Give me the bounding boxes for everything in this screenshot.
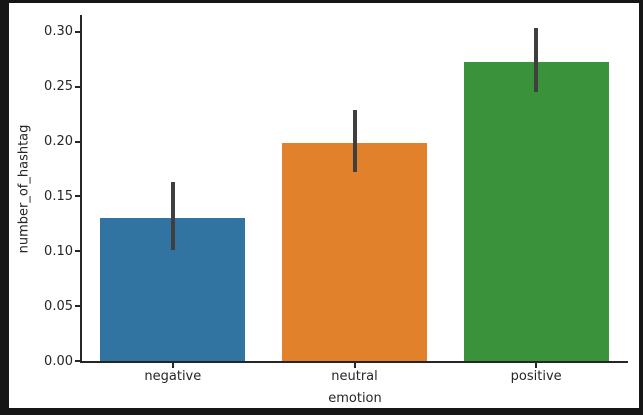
x-tick-mark bbox=[353, 363, 356, 368]
y-tick-label: 0.30 bbox=[44, 24, 73, 40]
x-tick-label-negative: negative bbox=[144, 369, 202, 384]
y-tick-mark bbox=[75, 305, 80, 308]
error-bar-negative bbox=[170, 182, 175, 251]
y-axis-spine bbox=[80, 15, 82, 363]
error-bar-neutral bbox=[352, 109, 357, 173]
x-tick-mark bbox=[171, 363, 174, 368]
y-tick-mark bbox=[75, 250, 80, 253]
bar-neutral bbox=[281, 142, 428, 361]
x-tick-label-positive: positive bbox=[510, 369, 562, 384]
chart-figure: 0.00 0.05 0.10 0.15 0.20 0.25 0.30 negative neut… bbox=[9, 3, 639, 408]
y-tick-label: 0.20 bbox=[44, 134, 73, 150]
error-bar-positive bbox=[534, 27, 539, 93]
x-tick-mark bbox=[535, 363, 538, 368]
x-axis-label: emotion bbox=[328, 391, 382, 406]
y-tick-mark bbox=[75, 140, 80, 143]
y-axis-label: number_of_hashtag bbox=[16, 124, 32, 254]
y-tick-mark bbox=[75, 85, 80, 88]
y-tick-mark bbox=[75, 360, 80, 362]
x-axis-spine bbox=[80, 361, 628, 363]
y-tick-label: 0.25 bbox=[44, 79, 73, 95]
y-tick-label: 0.05 bbox=[44, 298, 73, 314]
y-tick-mark bbox=[75, 30, 80, 33]
y-tick-mark bbox=[75, 195, 80, 198]
plot-area bbox=[82, 15, 627, 361]
x-tick-label-neutral: neutral bbox=[331, 369, 378, 384]
bar-positive bbox=[463, 61, 609, 361]
y-tick-label: 0.10 bbox=[44, 243, 73, 259]
y-tick-label: 0.15 bbox=[44, 188, 73, 204]
y-tick-label: 0.00 bbox=[44, 353, 73, 369]
